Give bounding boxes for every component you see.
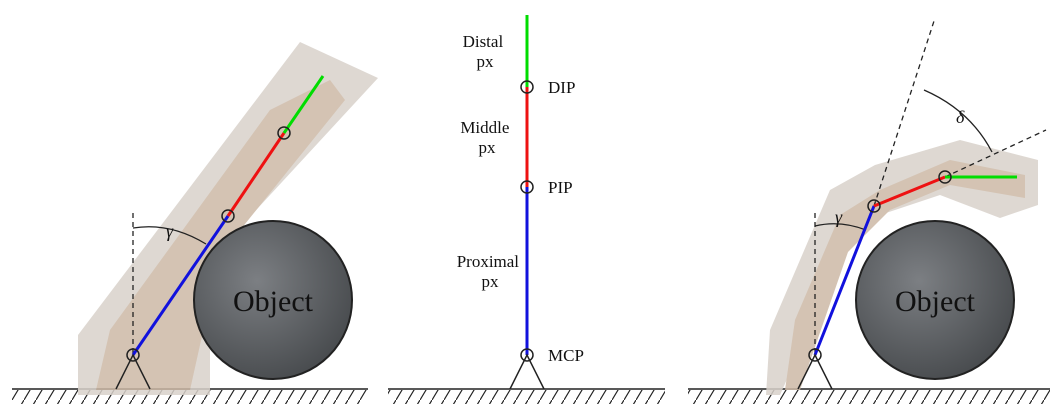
distal-label: Distal px [463,32,508,71]
left-object [193,220,353,380]
dip-label: DIP [548,78,575,97]
left-pip-joint [221,209,235,223]
middle-label-line2: px [479,138,497,157]
right-mcp-joint [808,348,822,362]
left-support [115,353,151,390]
right-object [855,220,1015,380]
right-gamma-arc [814,223,867,231]
distal-label-line1: Distal [463,32,504,51]
right-pip-joint [867,199,881,213]
proximal-label-line1: Proximal [457,252,520,271]
proximal-label-line2: px [482,272,500,291]
center-panel: Distal px Middle px Proximal px DIP PIP … [388,15,665,404]
center-ground [388,388,665,404]
right-reference-extension [873,17,936,207]
right-delta-arc [923,89,993,153]
left-gamma-label: γ [166,221,174,241]
center-support [509,353,545,390]
left-dip-joint [277,126,291,140]
left-distal-link [282,75,325,134]
left-proximal-link [131,215,230,356]
right-support [797,353,833,390]
right-middle-link [873,175,946,208]
right-finger-photo [766,140,1038,395]
right-panel: Object γ δ [688,17,1050,404]
left-mcp-joint [126,348,140,362]
center-mcp-joint [520,348,534,362]
right-distal-extension [944,129,1047,178]
right-delta-label: δ [956,107,965,127]
center-dip-joint [520,80,534,94]
right-object-label: Object [895,285,976,318]
left-gamma-arc [132,226,207,245]
left-object-label: Object [233,285,314,318]
center-pip-joint [520,180,534,194]
right-proximal-link [813,205,876,356]
distal-label-line2: px [477,52,495,71]
right-gamma-label: γ [835,207,843,227]
pip-label: PIP [548,178,573,197]
middle-label: Middle px [460,118,513,157]
left-middle-link [226,132,286,217]
middle-label-line1: Middle [460,118,509,137]
right-ground [688,388,1050,404]
proximal-label: Proximal px [457,252,524,291]
mcp-label: MCP [548,346,584,365]
left-panel: Object γ [12,42,378,404]
right-dip-joint [938,170,952,184]
